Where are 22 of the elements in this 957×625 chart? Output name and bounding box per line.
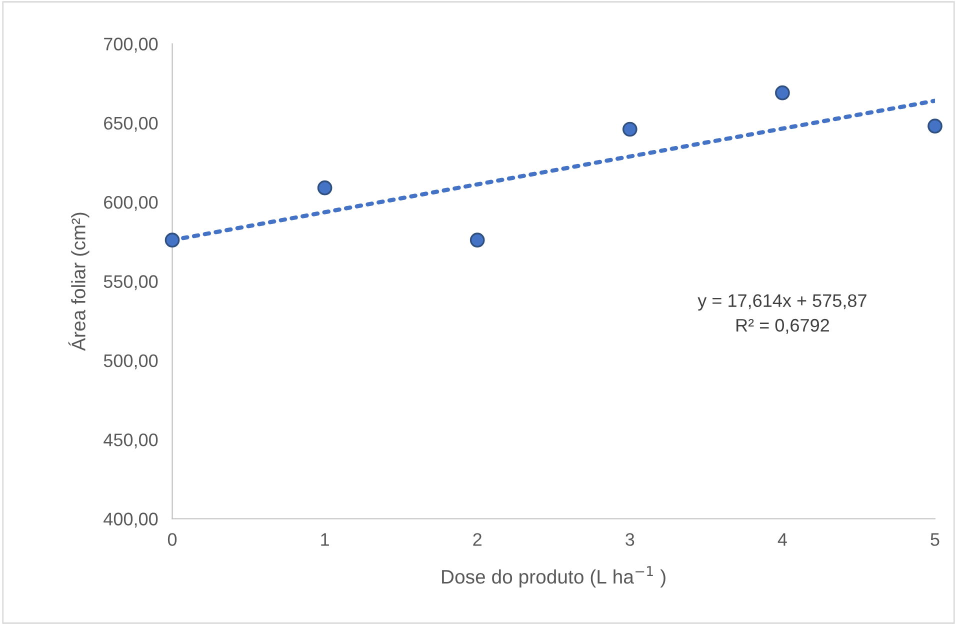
point <box>470 232 485 248</box>
point <box>317 180 332 196</box>
point <box>928 118 942 134</box>
x-axis-title: Dose do produto (L ha$^{−1}$ ) <box>442 566 666 588</box>
y-tick-label: 650,00 <box>104 116 158 132</box>
point <box>775 85 790 100</box>
annotation: y = 17,614x + 575,87 R² = 0,6792 <box>698 294 866 334</box>
y-tick-label: 450,00 <box>104 434 158 448</box>
y-tick-label: 500,00 <box>104 354 158 370</box>
x-tick-label: 3 <box>626 533 634 546</box>
x-tick-label: 0 <box>168 533 177 546</box>
y-axis-title: Área foliar (cm²) <box>68 212 90 351</box>
y-tick-label: 400,00 <box>104 512 158 528</box>
y-tick-label: 700,00 <box>104 38 158 53</box>
y-tick-label: 550,00 <box>104 275 158 290</box>
x-tick-label: 5 <box>930 533 940 546</box>
y-tick-label: 600,00 <box>104 196 158 211</box>
point <box>622 122 638 137</box>
point <box>164 232 180 248</box>
x-tick-label: 4 <box>778 533 787 546</box>
x-tick-label: 1 <box>321 533 329 546</box>
x-tick-label: 2 <box>473 533 482 546</box>
